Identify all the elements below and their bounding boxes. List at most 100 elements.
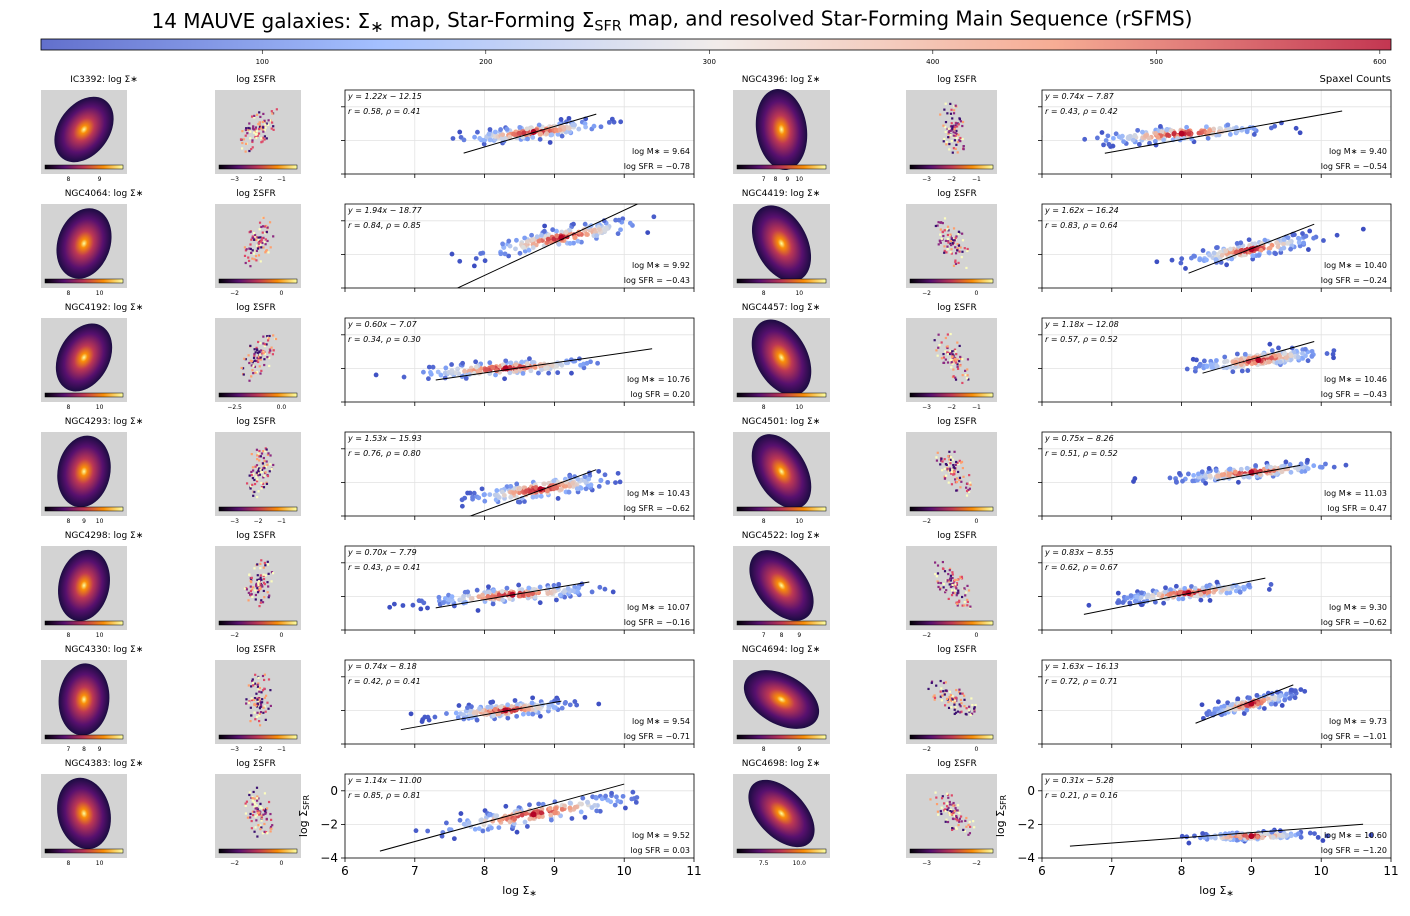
sfr-colorbar-tick: −3 bbox=[922, 176, 931, 183]
spaxel-point bbox=[530, 711, 536, 717]
sfr-spaxel bbox=[255, 807, 258, 810]
spaxel-point bbox=[563, 229, 569, 235]
sfr-spaxel bbox=[255, 471, 259, 474]
sfr-spaxel bbox=[939, 695, 942, 698]
sfr-spaxel bbox=[941, 221, 944, 225]
sfr-spaxel bbox=[958, 817, 961, 820]
sfr-spaxel bbox=[950, 139, 953, 143]
sfr-spaxel bbox=[948, 583, 951, 586]
spaxel-point bbox=[499, 135, 505, 141]
sfr-colorbar-tick: −1 bbox=[972, 176, 981, 183]
sfr-spaxel bbox=[951, 591, 955, 594]
sfr-spaxel bbox=[259, 260, 262, 263]
fit-equation: y = 1.94x − 18.77 bbox=[347, 206, 423, 215]
spaxel-point bbox=[504, 126, 510, 132]
spaxel-point bbox=[1191, 472, 1197, 478]
sfr-spaxel bbox=[954, 357, 957, 360]
sfr-spaxel bbox=[268, 364, 271, 368]
spaxel-point bbox=[507, 364, 513, 370]
spaxel-point bbox=[617, 479, 623, 485]
fit-equation: y = 1.14x − 11.00 bbox=[347, 776, 422, 785]
spaxel-points bbox=[459, 468, 623, 516]
sfr-spaxel bbox=[255, 804, 258, 807]
mstar-map: 7.5 10.0 bbox=[733, 774, 830, 867]
spaxel-point bbox=[1241, 252, 1247, 258]
sfr-spaxel bbox=[252, 231, 256, 235]
sfr-spaxel bbox=[259, 574, 262, 577]
galaxy-image bbox=[755, 88, 808, 170]
spaxel-point bbox=[1215, 699, 1221, 705]
spaxel-point bbox=[486, 584, 491, 590]
spaxel-point bbox=[524, 824, 530, 829]
sfr-spaxel bbox=[944, 358, 947, 361]
sfr-spaxel bbox=[263, 240, 266, 244]
spaxel-point bbox=[480, 828, 486, 834]
sfr-spaxel bbox=[258, 350, 261, 353]
sfr-spaxel bbox=[244, 804, 247, 807]
sfr-spaxel bbox=[946, 228, 949, 231]
spaxel-point bbox=[1189, 584, 1194, 589]
sfr-spaxel bbox=[260, 246, 263, 249]
sfr-spaxel bbox=[255, 249, 258, 252]
sfr-spaxel bbox=[262, 566, 265, 569]
spaxel-point bbox=[1182, 585, 1188, 591]
spaxel-point bbox=[1343, 462, 1349, 468]
sfr-spaxel bbox=[956, 358, 959, 361]
x-tick-label: 8 bbox=[481, 864, 489, 878]
sfr-spaxel bbox=[946, 239, 950, 243]
sfr-spaxel bbox=[258, 704, 261, 707]
spaxel-point bbox=[1285, 235, 1291, 241]
sfr-spaxel bbox=[260, 599, 263, 602]
spaxel-point bbox=[1276, 352, 1282, 358]
spaxel-point bbox=[421, 369, 426, 375]
spaxel-point bbox=[1238, 466, 1244, 472]
sfr-spaxel bbox=[958, 599, 961, 602]
sfr-spaxel bbox=[264, 465, 268, 469]
spaxel-point bbox=[473, 256, 479, 261]
spaxel-point bbox=[1255, 834, 1260, 840]
sfr-spaxel bbox=[954, 578, 957, 581]
sfr-spaxel bbox=[264, 718, 267, 721]
spaxel-point bbox=[1193, 365, 1199, 371]
sfr-spaxel bbox=[258, 125, 262, 128]
sfr-spaxel bbox=[272, 128, 275, 131]
sfr-spaxel bbox=[936, 451, 939, 454]
spaxel-point bbox=[413, 828, 419, 834]
sfr-spaxel bbox=[966, 604, 969, 607]
sfr-spaxel bbox=[264, 447, 267, 450]
map-background bbox=[906, 90, 997, 174]
spaxel-point bbox=[426, 376, 431, 382]
spaxel-point bbox=[1203, 480, 1209, 486]
colorbar-label: Spaxel Counts bbox=[1320, 74, 1391, 85]
spaxel-point bbox=[1150, 593, 1156, 598]
spaxel-point bbox=[546, 370, 552, 376]
sfr-spaxel bbox=[938, 588, 942, 591]
spaxel-point bbox=[492, 706, 498, 712]
x-tick-label: 8 bbox=[1178, 864, 1186, 878]
spaxel-point bbox=[1266, 587, 1272, 592]
sfr-spaxel bbox=[940, 699, 943, 702]
sfr-spaxel bbox=[947, 572, 950, 576]
sfr-spaxel bbox=[267, 585, 270, 588]
spaxel-point bbox=[537, 713, 543, 719]
spaxel-point bbox=[572, 804, 578, 810]
sfr-spaxel bbox=[254, 130, 257, 134]
galaxy-image bbox=[743, 670, 820, 729]
spaxel-point bbox=[487, 127, 493, 132]
sfr-colorbar-tick: −1 bbox=[277, 746, 286, 753]
sfr-spaxel bbox=[944, 810, 947, 813]
sfr-spaxel bbox=[255, 464, 259, 467]
spaxel-point bbox=[1305, 247, 1311, 252]
sfr-colorbar bbox=[909, 734, 994, 740]
sfr-spaxel bbox=[269, 825, 273, 829]
sfr-spaxel bbox=[249, 706, 252, 709]
spaxel-point bbox=[1178, 589, 1184, 595]
spaxel-point bbox=[513, 368, 519, 374]
colorbar: 100 200 300 400 500 600 Spaxel Counts bbox=[40, 38, 1392, 85]
sfr-spaxel bbox=[947, 597, 950, 601]
spaxel-point bbox=[627, 220, 633, 226]
sfr-spaxel bbox=[254, 132, 258, 136]
spaxel-point bbox=[588, 482, 594, 488]
sfr-spaxel bbox=[956, 809, 959, 812]
